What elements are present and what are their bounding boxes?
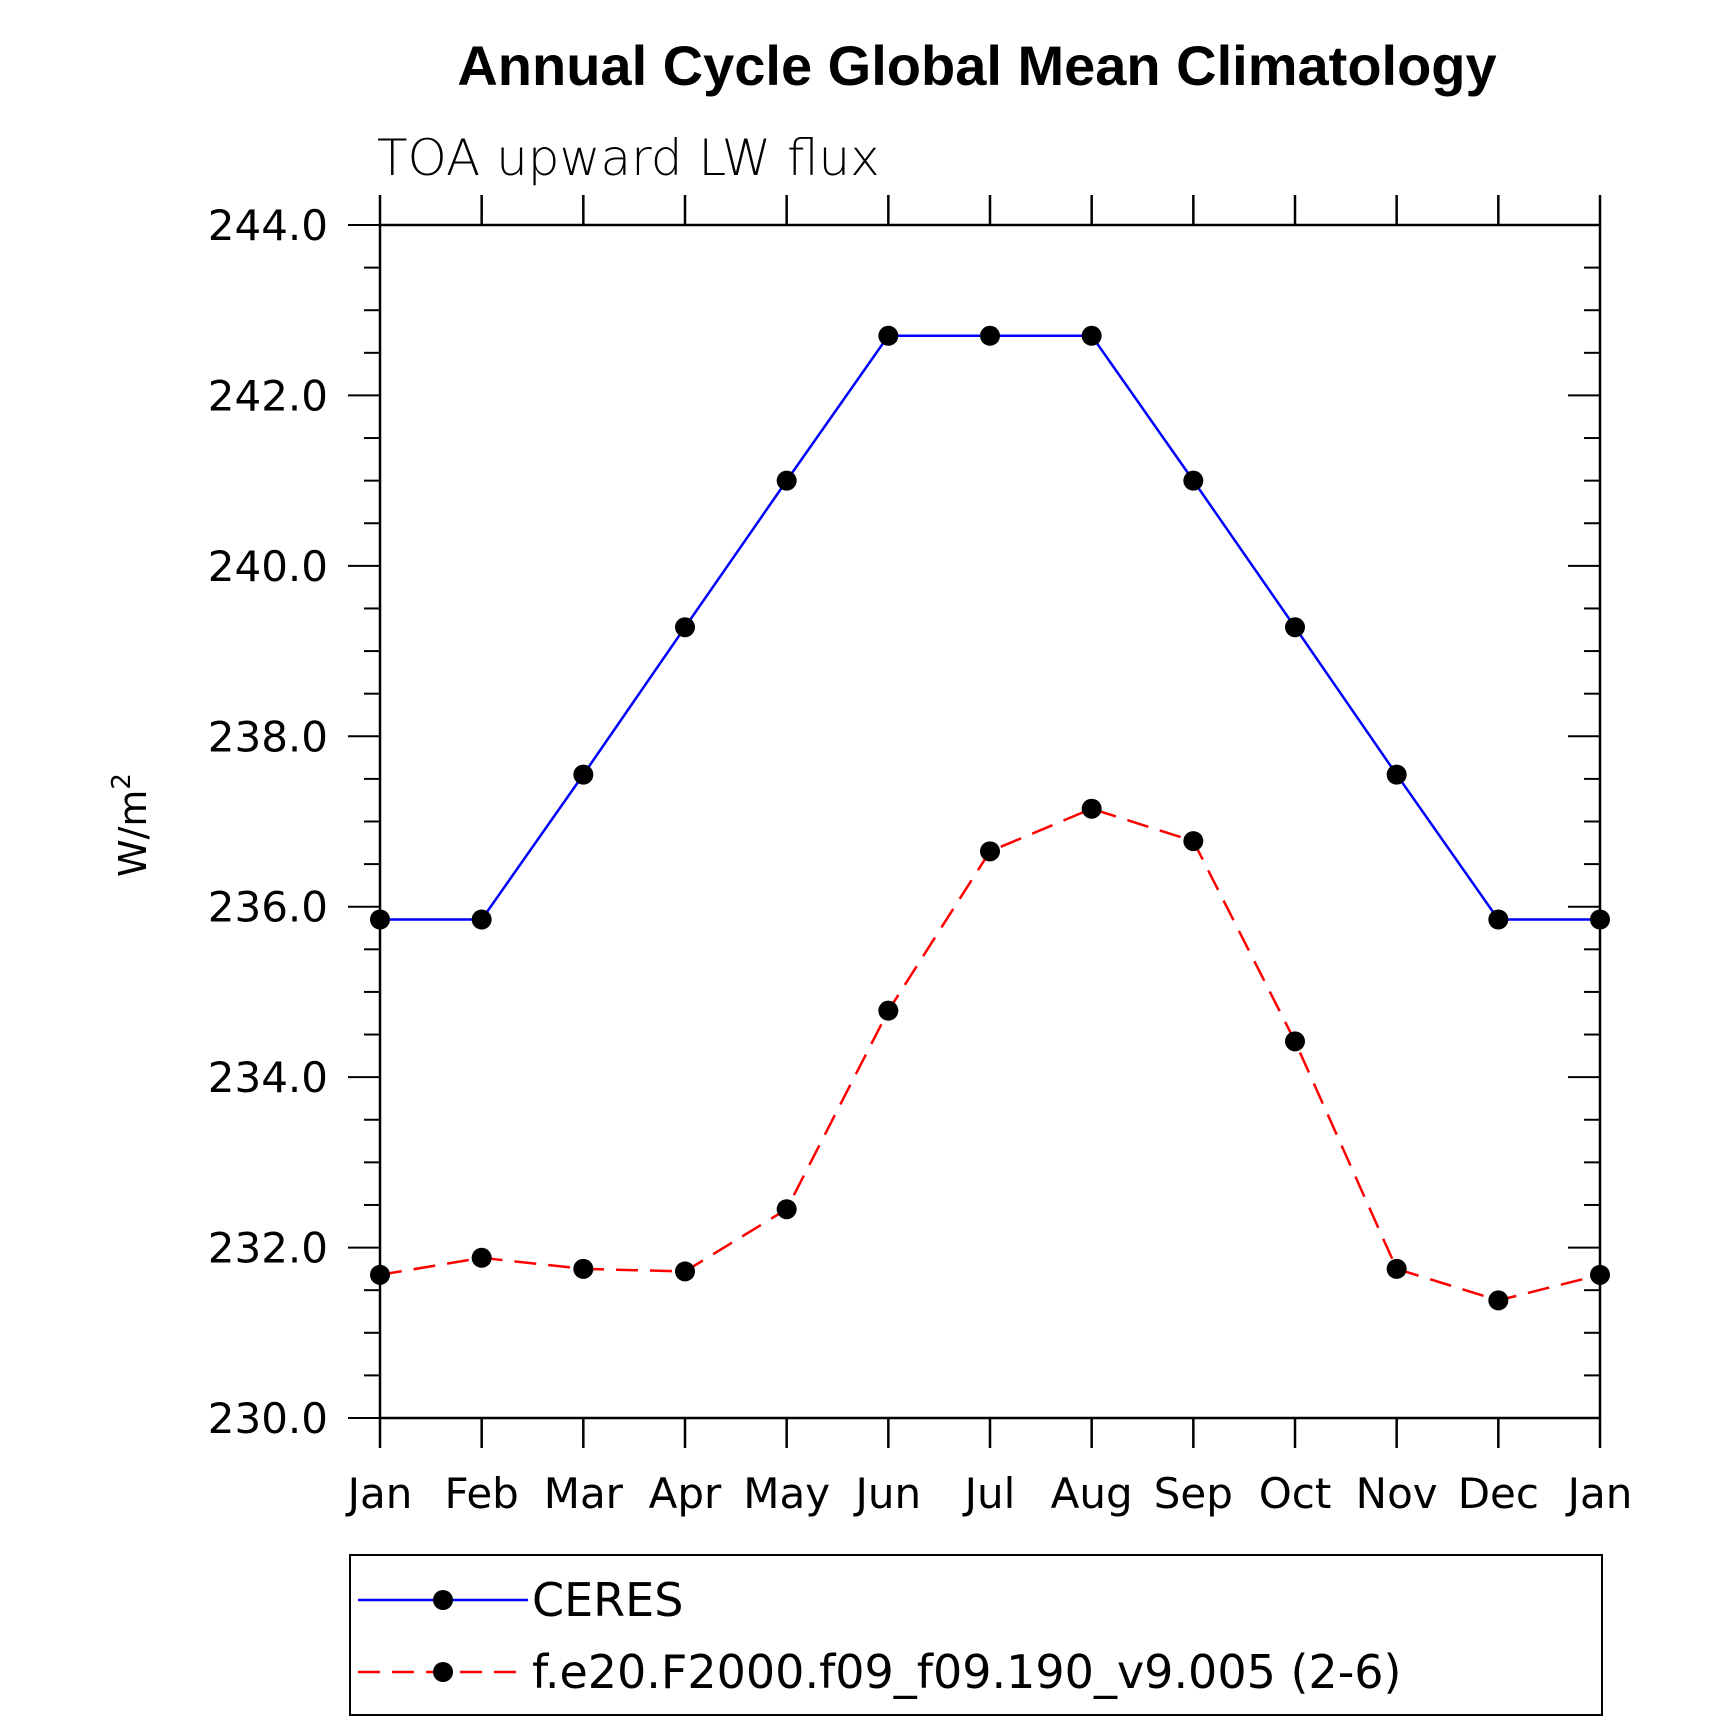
data-point-series-1 <box>776 1199 797 1220</box>
data-point-series-0 <box>573 764 594 785</box>
x-tick-label: Jun <box>853 1469 922 1518</box>
y-tick-label: 232.0 <box>208 1224 328 1273</box>
y-tick-label: 240.0 <box>208 542 328 591</box>
legend: CERES f.e20.F2000.f09_f09.190_v9.005 (2-6… <box>349 1554 1603 1716</box>
y-axis-label-superscript: 2 <box>107 773 137 790</box>
data-point-series-1 <box>1488 1290 1509 1311</box>
y-tick-label: 236.0 <box>208 883 328 932</box>
data-point-series-1 <box>675 1261 695 1282</box>
x-tick-label: Feb <box>444 1469 518 1518</box>
data-point-series-1 <box>1081 798 1102 819</box>
y-axis: 230.0 232.0 234.0 236.0 238.0 240.0 242.0 244.0 <box>208 201 1600 1443</box>
data-point-series-1 <box>1285 1031 1305 1052</box>
x-tick-label: Oct <box>1259 1469 1332 1518</box>
x-tick-label: Aug <box>1051 1469 1133 1518</box>
data-point-series-1 <box>573 1258 594 1279</box>
data-point-series-0 <box>1386 764 1407 785</box>
x-tick-label: May <box>743 1469 830 1518</box>
data-point-series-1 <box>1386 1258 1407 1279</box>
legend-items: CERES f.e20.F2000.f09_f09.190_v9.005 (2-6… <box>358 1573 1402 1699</box>
chart-subtitle: TOA upward LW flux <box>377 129 880 187</box>
data-point-series-0 <box>471 909 492 930</box>
data-point-series-0 <box>1488 909 1509 930</box>
x-tick-label: Mar <box>544 1469 624 1518</box>
data-point-series-0 <box>370 909 390 930</box>
data-point-series-0 <box>1590 909 1610 930</box>
data-point-series-0 <box>980 325 1000 346</box>
y-tick-label: 238.0 <box>208 712 328 761</box>
data-point-series-1 <box>1183 831 1204 852</box>
chart-title: Annual Cycle Global Mean Climatology <box>457 34 1496 97</box>
x-tick-label: Nov <box>1356 1469 1438 1518</box>
series-layer <box>370 325 1610 1311</box>
y-axis-label-base: W/m <box>111 790 155 877</box>
data-point-series-1 <box>471 1247 492 1268</box>
data-point-series-1 <box>980 841 1000 862</box>
x-tick-label: Apr <box>649 1469 722 1518</box>
series-line-1 <box>379 807 1601 1302</box>
plot-border <box>378 223 1602 1420</box>
legend-label-0: CERES <box>532 1573 683 1627</box>
y-tick-label: 242.0 <box>208 371 328 420</box>
data-point-series-0 <box>675 617 695 638</box>
y-tick-label: 234.0 <box>208 1053 328 1102</box>
y-tick-label: 244.0 <box>208 201 328 250</box>
series-line-0 <box>380 334 1600 921</box>
x-axis: Jan Feb Mar Apr May Jun Jul Aug Sep Oct Nov Dec Jan <box>345 195 1633 1518</box>
legend-marker-1 <box>433 1662 453 1682</box>
x-tick-label: Jul <box>962 1469 1016 1518</box>
x-tick-label: Sep <box>1154 1469 1233 1518</box>
data-point-series-1 <box>370 1264 390 1285</box>
plot-frame <box>378 223 1602 1420</box>
data-point-series-1 <box>1590 1264 1610 1285</box>
y-axis-label: W/m2 <box>107 773 155 877</box>
data-point-series-0 <box>776 470 797 491</box>
data-point-series-0 <box>1081 325 1102 346</box>
data-point-series-0 <box>878 325 899 346</box>
legend-label-1: f.e20.F2000.f09_f09.190_v9.005 (2-6) <box>532 1645 1402 1699</box>
data-point-series-1 <box>878 1000 899 1021</box>
legend-box <box>349 1554 1603 1716</box>
data-point-series-0 <box>1285 617 1305 638</box>
x-tick-label: Jan <box>1565 1469 1633 1518</box>
x-tick-label: Dec <box>1458 1469 1539 1518</box>
data-point-series-0 <box>1183 470 1204 491</box>
x-tick-label: Jan <box>345 1469 413 1518</box>
y-tick-label: 230.0 <box>208 1394 328 1443</box>
legend-marker-0 <box>433 1590 453 1610</box>
